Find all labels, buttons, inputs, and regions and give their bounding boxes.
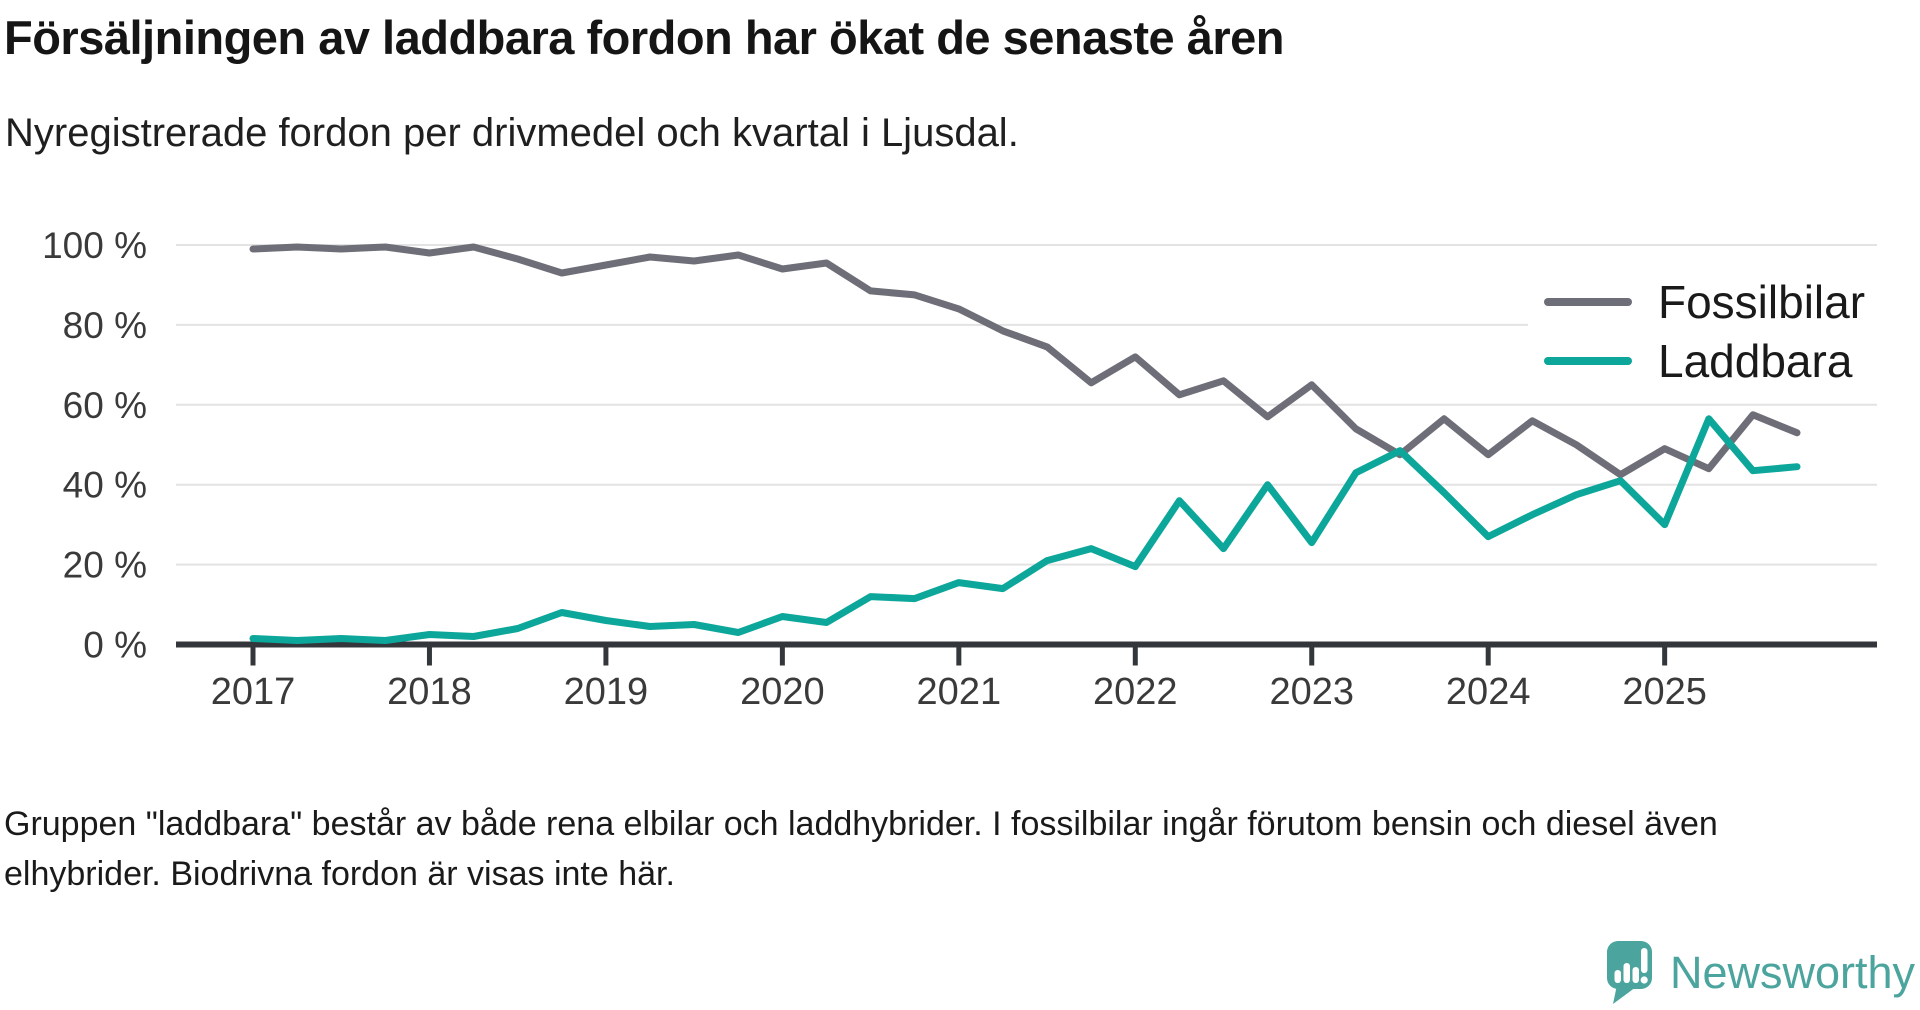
chart-footnote: Gruppen "laddbara" består av både rena e… [4,805,1718,893]
y-tick-label-40: 40 % [63,465,147,506]
legend-label-fossilbilar: Fossilbilar [1658,275,1866,328]
y-tick-label-60: 60 % [63,385,147,426]
x-tick-label-2018: 2018 [387,671,472,713]
x-tick-label-2024: 2024 [1446,671,1531,713]
page-subtitle: Nyregistrerade fordon per drivmedel och … [5,111,1019,155]
x-tick-label-2020: 2020 [740,671,825,713]
series-line-laddbara [249,415,1801,644]
page-title: Försäljningen av laddbara fordon har öka… [4,11,1285,64]
newsworthy-bubble-chart-icon [1607,941,1652,1004]
y-tick-label-20: 20 % [63,545,147,586]
newsworthy-logo-text: Newsworthy [1670,947,1916,998]
x-tick-label-2017: 2017 [211,671,296,713]
legend-label-laddbara: Laddbara [1658,334,1853,387]
x-tick-label-2022: 2022 [1093,671,1178,713]
y-tick-label-100: 100 % [42,225,147,266]
legend-item-laddbara: Laddbara [1528,334,1908,388]
legend-swatch-fossilbilar [1544,297,1632,306]
x-tick-label-2023: 2023 [1269,671,1354,713]
chart-legend: Fossilbilar Laddbara [1528,272,1908,390]
x-tick-label-2019: 2019 [564,671,649,713]
newsworthy-logo: Newsworthy [1606,935,1915,1010]
legend-swatch-laddbara [1544,356,1632,365]
series-line-fossilbilar [249,243,1801,479]
y-tick-label-0: 0 % [83,625,147,666]
legend-item-fossilbilar: Fossilbilar [1528,275,1908,329]
x-tick-label-2025: 2025 [1622,671,1707,713]
y-tick-label-80: 80 % [63,305,147,346]
x-tick-label-2021: 2021 [917,671,1002,713]
